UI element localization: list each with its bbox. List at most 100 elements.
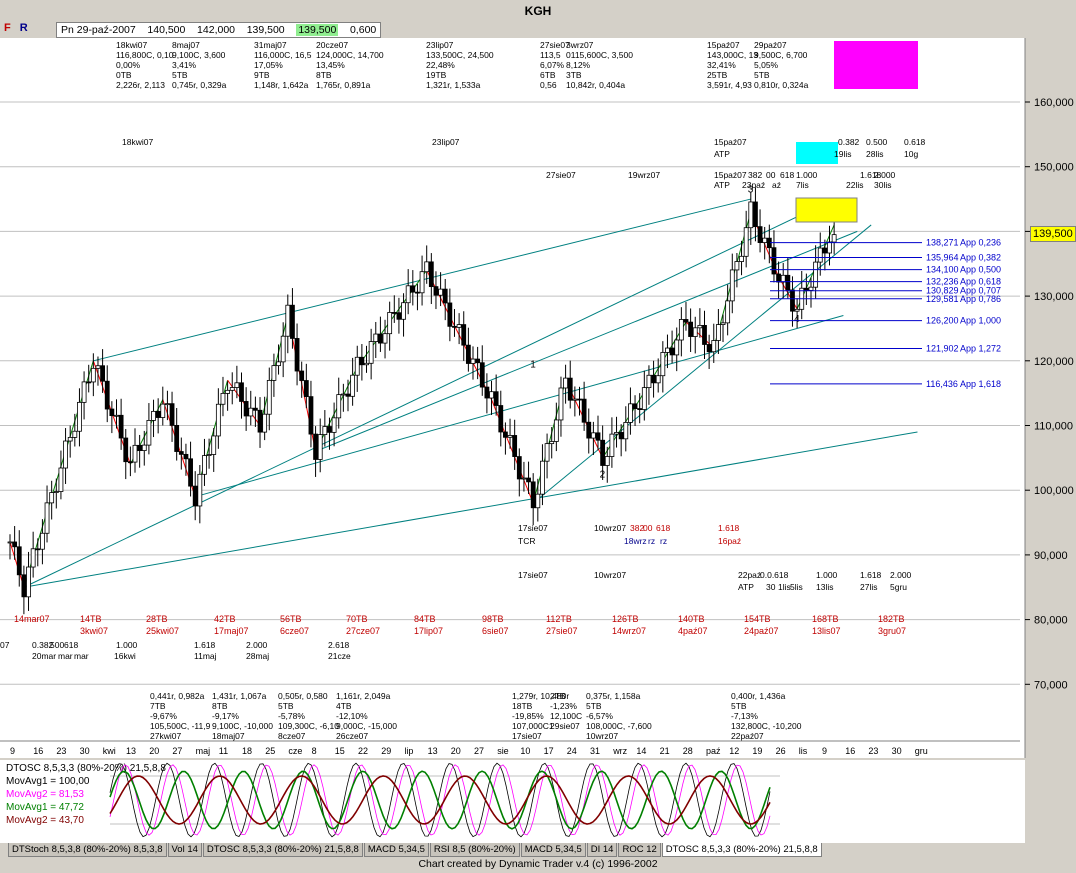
indicator-legend: MovAvg2 = 43,70 [6, 815, 84, 826]
x-tick-label: maj [196, 746, 211, 756]
candle-body [641, 387, 647, 410]
candle-body [220, 392, 226, 405]
candle-body [669, 347, 675, 356]
x-tick-label: 15 [335, 746, 345, 756]
candle-body [623, 422, 629, 440]
candle-body [313, 433, 318, 460]
quote-box: Pn 29-paź-2007 140,500 142,000 139,500 1… [56, 22, 382, 38]
candle-body [785, 274, 791, 291]
candle-body [345, 393, 351, 397]
candle-body [637, 408, 643, 410]
candle-body [618, 432, 624, 440]
candle-body [229, 387, 235, 391]
candle-body [354, 356, 360, 376]
top-swing-annotation: 0,00% [116, 60, 141, 70]
top-swing-annotation: 8maj07 [172, 40, 200, 50]
top-swing-annotation: 8,12% [566, 60, 591, 70]
candle-body [489, 391, 494, 399]
top-swing-annotation: 22,48% [426, 60, 455, 70]
fib-price: 129,581 [926, 294, 959, 304]
bottom-swing-annotation: 18TB [512, 701, 533, 711]
lower-ratio: 0.382 [32, 640, 54, 650]
candle-body [456, 324, 462, 328]
candle-body [475, 358, 481, 364]
top-swing-annotation: 5TB [754, 70, 770, 80]
y-tick-label: 80,000 [1034, 615, 1068, 627]
tcr-date: rz [648, 536, 655, 546]
candle-body [211, 435, 217, 455]
candle-body [285, 304, 291, 337]
indicator-tab[interactable]: ROC 12 [618, 843, 661, 857]
x-tick-label: 9 [822, 746, 827, 756]
bar-count-date: 27cze07 [346, 626, 380, 636]
channel-line [195, 315, 844, 498]
candle-body [336, 394, 342, 419]
x-tick-label: 25 [265, 746, 275, 756]
candle-body [697, 324, 703, 329]
indicator-tab[interactable]: DI 14 [586, 843, 618, 857]
indicator-tab[interactable]: DTOSC 8,5,3,3 (80%-20%) 21,5,8,8 [661, 843, 822, 857]
candle-body [665, 347, 670, 353]
top-swing-annotation: 18kwi07 [116, 40, 147, 50]
r-button[interactable]: R [19, 22, 28, 34]
wave-label: 3 [748, 185, 754, 196]
candle-body [95, 365, 101, 369]
candle-body [81, 381, 87, 403]
top-swing-annotation: 27sie07 [540, 40, 570, 50]
time-cycle-date: 19lis [834, 149, 851, 159]
candle-body [600, 439, 606, 466]
candle-body [183, 453, 189, 460]
candle-body [40, 532, 45, 550]
candle-body [415, 291, 420, 294]
bottom-swing-annotation: -9,67% [150, 711, 177, 721]
fib-label: App 0,618 [960, 277, 1001, 287]
candle-body [586, 421, 592, 439]
y-tick-label: 110,000 [1034, 421, 1073, 433]
candle-body [702, 324, 707, 345]
candle-body [169, 403, 175, 426]
top-swing-annotation: 31maj07 [254, 40, 287, 50]
time-cycle-label: 618 [780, 170, 794, 180]
top-swing-annotation: 15paź07 [707, 40, 740, 50]
fib-price: 134,100 [926, 265, 959, 275]
bar-count-label: 14mar07 [14, 614, 50, 624]
top-swing-annotation: 6TB [540, 70, 556, 80]
candle-body [30, 548, 36, 568]
candle-body [530, 481, 536, 509]
fib-label: App 1,618 [960, 379, 1001, 389]
candle-body [433, 286, 439, 296]
bottom-swing-annotation: 8TB [212, 701, 228, 711]
candle-body [35, 548, 41, 551]
x-tick-label: 9 [10, 746, 15, 756]
indicator-tab[interactable]: RSI 8,5 (80%-20%) [429, 843, 520, 857]
time-cycle-label: 1.000 [816, 570, 838, 580]
candle-body [72, 430, 78, 438]
candle-body [257, 409, 263, 433]
bottom-swing-annotation: 10wrz07 [586, 731, 618, 741]
indicator-tab[interactable]: DTOSC 8,5,3,3 (80%-20%) 21,5,8,8 [202, 843, 363, 857]
x-tick-label: 26 [776, 746, 786, 756]
x-tick-label: 22 [358, 746, 368, 756]
bar-count-date: 13lis07 [812, 626, 841, 636]
fib-label: App 1,000 [960, 316, 1001, 326]
top-swing-annotation: 9,500C, 6,700 [754, 50, 808, 60]
top-swing-annotation: 19TB [426, 70, 447, 80]
last-price-badge: 139,500 [1030, 226, 1076, 242]
bottom-swing-annotation: 105,500C, -11,9 [150, 721, 211, 731]
indicator-tab[interactable]: MACD 5,34,5 [363, 843, 429, 857]
fib-price: 138,271 [926, 238, 959, 248]
bottom-swing-annotation: 27kwi07 [150, 731, 181, 741]
x-tick-label: 30 [892, 746, 902, 756]
candle-body [609, 433, 615, 457]
time-cycle-label: 00 [766, 170, 776, 180]
bar-count-label: 140TB [678, 614, 705, 624]
candle-body [711, 340, 717, 353]
indicator-tab[interactable]: Vol 14 [167, 843, 202, 857]
bottom-swing-annotation: 4TB [336, 701, 352, 711]
indicator-tab[interactable]: MACD 5,34,5 [520, 843, 586, 857]
time-cycle-date: 30lis [874, 180, 891, 190]
f-button[interactable]: F [4, 22, 11, 34]
candle-body [382, 333, 388, 344]
indicator-tab[interactable]: DTStoch 8,5,3,8 (80%-20%) 8,5,3,8 [8, 843, 167, 857]
